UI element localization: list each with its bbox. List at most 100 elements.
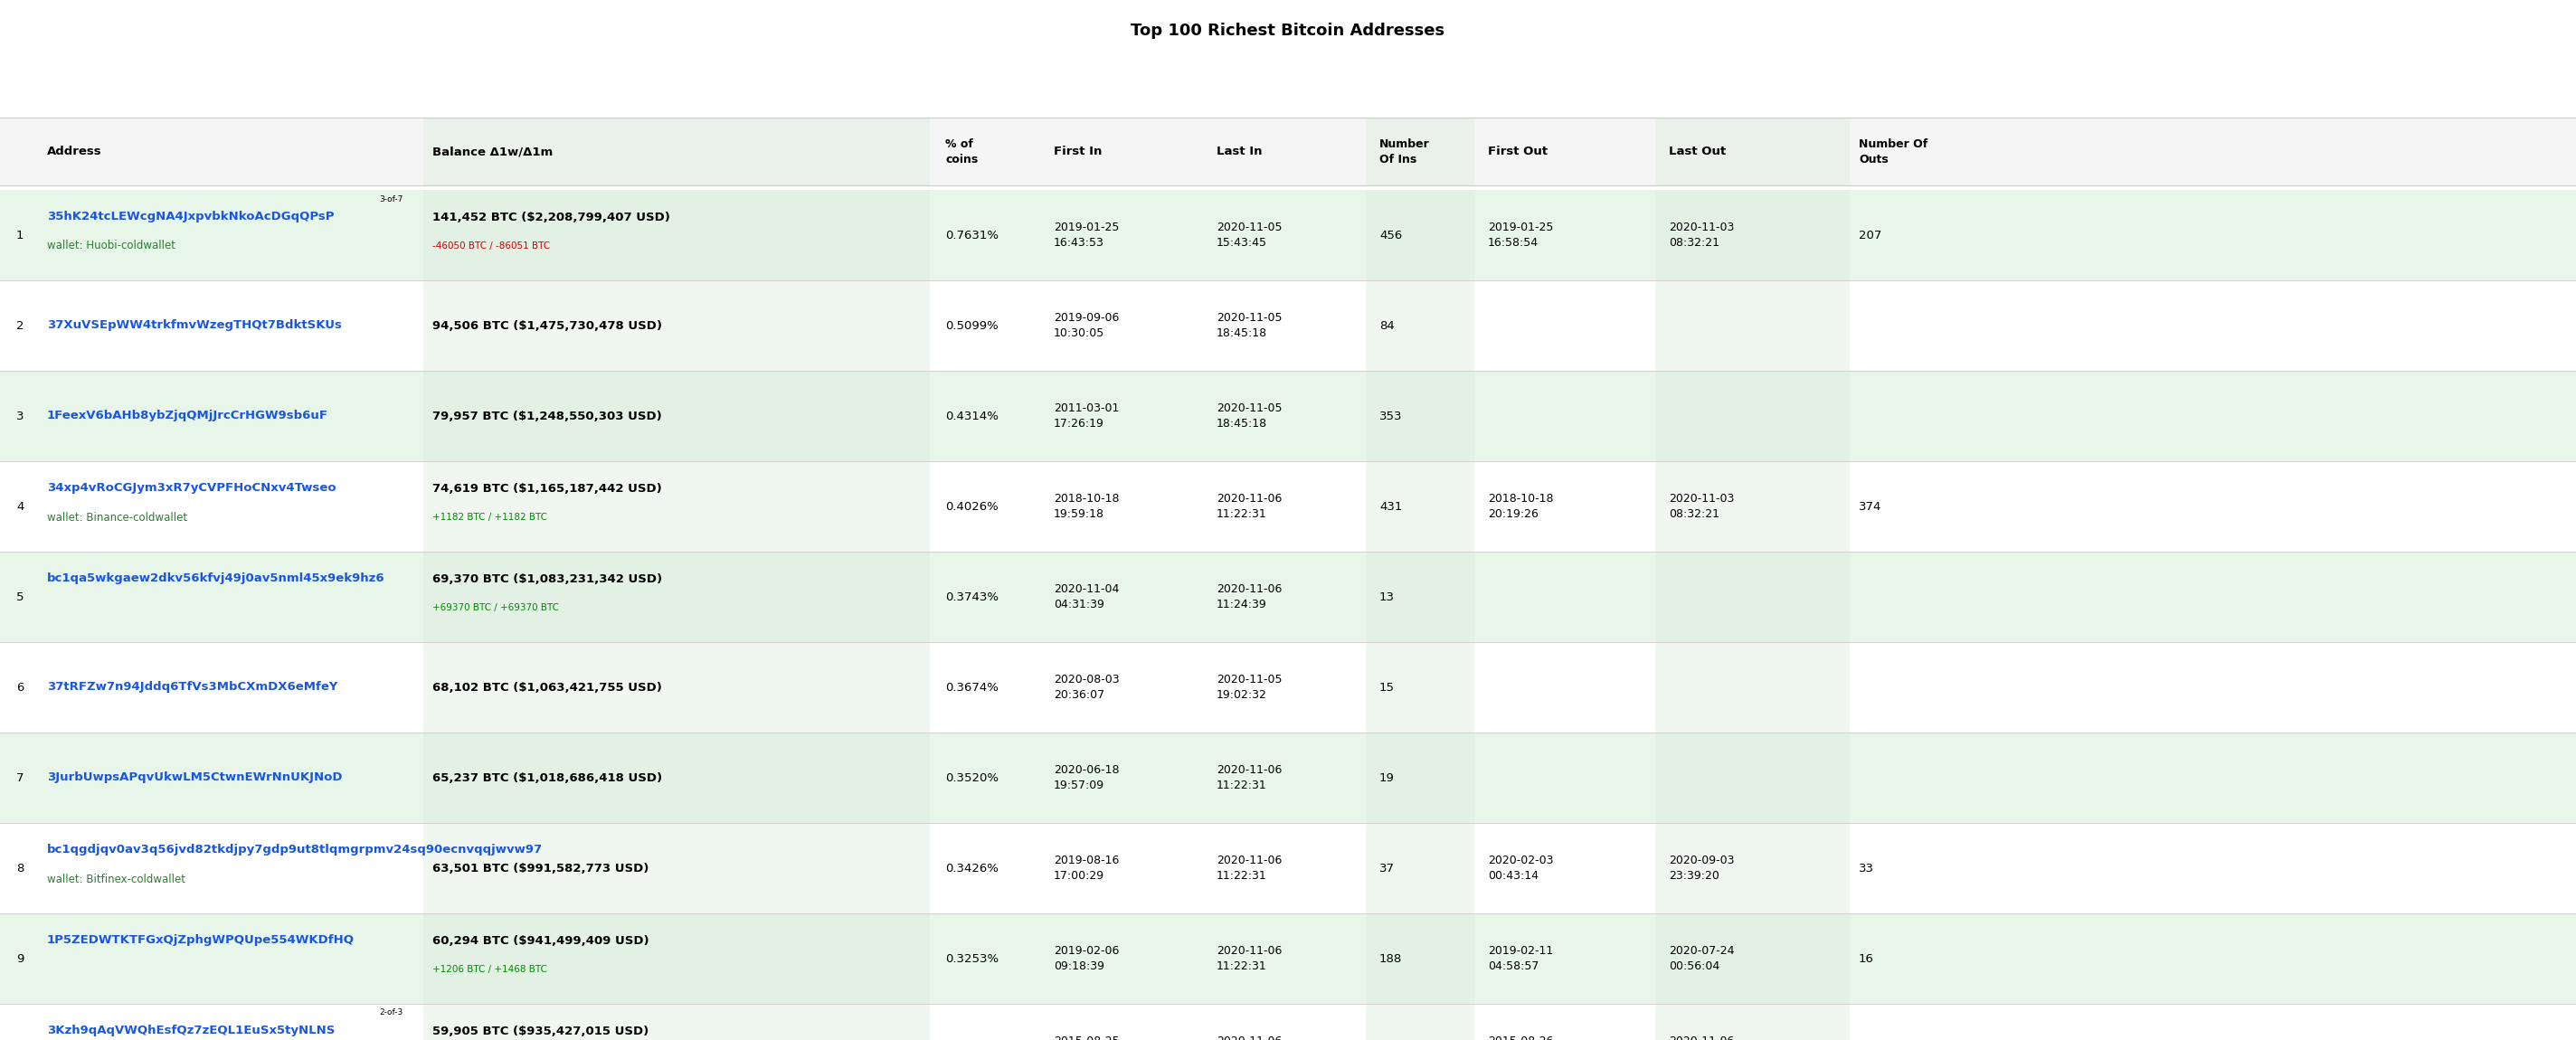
Text: 94,506 BTC ($1,475,730,478 USD): 94,506 BTC ($1,475,730,478 USD) — [433, 319, 662, 332]
Bar — [0, 642, 2576, 732]
Text: bc1qgdjqv0av3q56jvd82tkdjpy7gdp9ut8tlqmgrpmv24sq90ecnvqqjwvw97: bc1qgdjqv0av3q56jvd82tkdjpy7gdp9ut8tlqmg… — [46, 844, 544, 856]
Text: 2018-10-18
20:19:26: 2018-10-18 20:19:26 — [1489, 493, 1553, 520]
Text: 79,957 BTC ($1,248,550,303 USD): 79,957 BTC ($1,248,550,303 USD) — [433, 410, 662, 422]
Text: Last Out: Last Out — [1669, 146, 1726, 157]
Text: 0.4314%: 0.4314% — [945, 410, 999, 422]
Text: 2020-02-03
00:43:14: 2020-02-03 00:43:14 — [1489, 855, 1553, 882]
Bar — [0, 1004, 2576, 1040]
Text: 2020-11-06
11:22:31: 2020-11-06 11:22:31 — [1216, 1036, 1283, 1040]
Bar — [422, 371, 930, 461]
Bar — [422, 281, 930, 371]
Text: 353: 353 — [1378, 410, 1401, 422]
Bar — [0, 913, 2576, 1004]
Text: 2015-08-26
03:44:05: 2015-08-26 03:44:05 — [1489, 1036, 1553, 1040]
Text: First In: First In — [1054, 146, 1103, 157]
Text: 2020-06-18
19:57:09: 2020-06-18 19:57:09 — [1054, 764, 1121, 791]
Text: 0.4026%: 0.4026% — [945, 500, 999, 513]
Text: 16: 16 — [1860, 953, 1873, 964]
Bar — [1365, 732, 1473, 823]
Bar — [422, 118, 930, 185]
Text: 34xp4vRoCGJym3xR7yCVPFHoCNxv4Twseo: 34xp4vRoCGJym3xR7yCVPFHoCNxv4Twseo — [46, 483, 335, 494]
Bar — [1656, 732, 1850, 823]
Bar — [0, 823, 2576, 913]
Text: 65,237 BTC ($1,018,686,418 USD): 65,237 BTC ($1,018,686,418 USD) — [433, 772, 662, 783]
Text: 2019-01-25
16:43:53: 2019-01-25 16:43:53 — [1054, 222, 1118, 249]
Text: bc1qa5wkgaew2dkv56kfvj49j0av5nml45x9ek9hz6: bc1qa5wkgaew2dkv56kfvj49j0av5nml45x9ek9h… — [46, 573, 384, 584]
Text: 431: 431 — [1378, 500, 1401, 513]
Text: 13: 13 — [1378, 591, 1394, 603]
Bar — [0, 732, 2576, 823]
Text: 0.3426%: 0.3426% — [945, 862, 999, 874]
Text: 2020-11-06
11:22:31: 2020-11-06 11:22:31 — [1216, 764, 1283, 791]
Text: 374: 374 — [1860, 500, 1880, 513]
Text: 37tRFZw7n94Jddq6TfVs3MbCXmDX6eMfeY: 37tRFZw7n94Jddq6TfVs3MbCXmDX6eMfeY — [46, 681, 337, 694]
Text: 6: 6 — [15, 681, 23, 694]
Text: 3: 3 — [15, 410, 23, 422]
Text: 2020-11-06
03:53:04: 2020-11-06 03:53:04 — [1669, 1036, 1734, 1040]
Text: 0.3674%: 0.3674% — [945, 681, 999, 694]
Text: Balance Δ1w/Δ1m: Balance Δ1w/Δ1m — [433, 146, 554, 157]
Bar — [422, 732, 930, 823]
Text: 0.3743%: 0.3743% — [945, 591, 999, 603]
Bar — [1656, 1004, 1850, 1040]
Text: 9: 9 — [15, 953, 23, 964]
Bar — [1656, 823, 1850, 913]
Text: Top 100 Richest Bitcoin Addresses: Top 100 Richest Bitcoin Addresses — [1131, 23, 1445, 38]
Text: 8: 8 — [15, 862, 23, 874]
Bar — [1656, 371, 1850, 461]
Text: 2020-11-05
15:43:45: 2020-11-05 15:43:45 — [1216, 222, 1283, 249]
Text: 2020-11-06
11:24:39: 2020-11-06 11:24:39 — [1216, 583, 1283, 610]
Text: 69,370 BTC ($1,083,231,342 USD): 69,370 BTC ($1,083,231,342 USD) — [433, 573, 662, 584]
Text: 1: 1 — [15, 229, 23, 241]
Text: 2015-08-25
07:28:20: 2015-08-25 07:28:20 — [1054, 1036, 1121, 1040]
Text: 1P5ZEDWTKTFGxQjZphgWPQUpe554WKDfHQ: 1P5ZEDWTKTFGxQjZphgWPQUpe554WKDfHQ — [46, 935, 355, 946]
Bar — [0, 551, 2576, 642]
Text: 188: 188 — [1378, 953, 1401, 964]
Text: 0.7631%: 0.7631% — [945, 229, 999, 241]
Bar — [1365, 913, 1473, 1004]
Text: -46050 BTC / -86051 BTC: -46050 BTC / -86051 BTC — [433, 241, 551, 251]
Bar — [1656, 281, 1850, 371]
Text: 84: 84 — [1378, 319, 1394, 332]
Text: 2020-11-03
08:32:21: 2020-11-03 08:32:21 — [1669, 493, 1734, 520]
Text: Number
Of Ins: Number Of Ins — [1378, 138, 1430, 165]
Text: 37: 37 — [1378, 862, 1394, 874]
Text: 141,452 BTC ($2,208,799,407 USD): 141,452 BTC ($2,208,799,407 USD) — [433, 211, 670, 223]
Bar — [422, 461, 930, 551]
Text: 35hK24tcLEWcgNA4JxpvbkNkoAcDGqQPsP: 35hK24tcLEWcgNA4JxpvbkNkoAcDGqQPsP — [46, 211, 335, 223]
Text: 33: 33 — [1860, 862, 1875, 874]
Bar — [422, 190, 930, 281]
Text: 4: 4 — [15, 500, 23, 513]
Text: 2020-09-03
23:39:20: 2020-09-03 23:39:20 — [1669, 855, 1734, 882]
Text: 15: 15 — [1378, 681, 1394, 694]
Text: 2020-11-04
04:31:39: 2020-11-04 04:31:39 — [1054, 583, 1118, 610]
Bar — [0, 461, 2576, 551]
Bar — [1365, 642, 1473, 732]
Text: 207: 207 — [1860, 229, 1880, 241]
Text: 2019-09-06
10:30:05: 2019-09-06 10:30:05 — [1054, 312, 1118, 339]
Text: 1FeexV6bAHb8ybZjqQMjJrcCrHGW9sb6uF: 1FeexV6bAHb8ybZjqQMjJrcCrHGW9sb6uF — [46, 410, 327, 422]
Text: 2018-10-18
19:59:18: 2018-10-18 19:59:18 — [1054, 493, 1121, 520]
Bar — [1656, 190, 1850, 281]
Bar — [1365, 371, 1473, 461]
Bar — [0, 281, 2576, 371]
Text: +1206 BTC / +1468 BTC: +1206 BTC / +1468 BTC — [433, 965, 546, 974]
Text: 0.3253%: 0.3253% — [945, 953, 999, 964]
Text: 2: 2 — [15, 319, 23, 332]
Text: First Out: First Out — [1489, 146, 1548, 157]
Bar — [1365, 190, 1473, 281]
Text: 456: 456 — [1378, 229, 1401, 241]
Bar — [1656, 642, 1850, 732]
Text: 2020-11-06
11:22:31: 2020-11-06 11:22:31 — [1216, 493, 1283, 520]
Text: Address: Address — [46, 146, 103, 157]
Bar — [1365, 281, 1473, 371]
Text: 2020-11-05
19:02:32: 2020-11-05 19:02:32 — [1216, 674, 1283, 701]
Bar — [0, 190, 2576, 281]
Text: 2019-08-16
17:00:29: 2019-08-16 17:00:29 — [1054, 855, 1118, 882]
Text: 5: 5 — [15, 591, 23, 603]
Bar — [1656, 913, 1850, 1004]
Text: 2019-02-06
09:18:39: 2019-02-06 09:18:39 — [1054, 945, 1118, 972]
Bar — [1365, 118, 1473, 185]
Text: 2020-08-03
20:36:07: 2020-08-03 20:36:07 — [1054, 674, 1121, 701]
Bar — [0, 371, 2576, 461]
